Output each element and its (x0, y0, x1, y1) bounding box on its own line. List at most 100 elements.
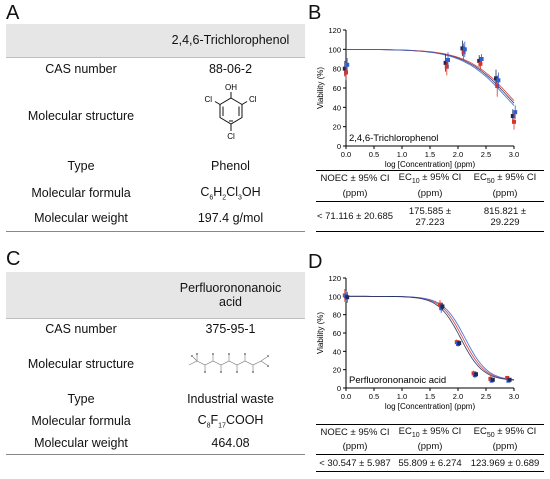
x-tick-label: 0.0 (341, 150, 351, 159)
y-tick-label: 0 (337, 142, 341, 151)
data-point (479, 57, 484, 61)
type-label: Type (67, 392, 95, 406)
data-point (513, 110, 518, 115)
x-tick-label: 0.5 (369, 150, 379, 159)
cas-value: 88-06-2 (208, 62, 253, 77)
unit-label: (ppm) (492, 441, 518, 453)
fit-curve (346, 295, 515, 381)
y-tick-label: 80 (333, 65, 341, 74)
x-tick-label: 2.0 (453, 392, 463, 401)
weight-label: Molecular weight (6, 432, 156, 455)
formula-label: Molecular formula (31, 414, 131, 428)
weight-label: Molecular weight (6, 205, 156, 232)
fit-curve (346, 48, 515, 102)
ec10-header: EC10 ± 95% CI (394, 170, 466, 186)
y-tick-label: 120 (328, 26, 341, 35)
molecular-structure (156, 340, 305, 388)
noec-value: < 30.547 ± 5.987 (316, 454, 394, 472)
y-tick-label: 120 (328, 274, 341, 283)
data-point (494, 76, 498, 81)
formula-value: C6H2Cl3OH (200, 184, 261, 202)
type-value: Phenol (211, 158, 250, 173)
ec10-value: 175.585 ±27.223 (394, 201, 466, 232)
data-point (510, 114, 515, 119)
data-point (345, 62, 350, 67)
y-tick-label: 40 (333, 103, 341, 112)
y-axis-label: Viability (%) (316, 67, 325, 109)
x-tick-label: 2.5 (481, 150, 491, 159)
results-table-d: NOEC ± 95% CI EC10 ± 95% CI EC50 ± 95% C… (316, 424, 544, 472)
x-tick-label: 2.0 (453, 150, 463, 159)
molecular-structure: OH Cl Cl Cl (156, 81, 305, 150)
ec50-value: 123.969 ± 0.689 (466, 454, 544, 472)
pfna-structure (188, 352, 269, 373)
cas-label: CAS number (45, 62, 117, 77)
y-tick-label: 100 (328, 45, 341, 54)
cl-right-atom: Cl (249, 95, 257, 104)
data-point (345, 295, 350, 300)
compound-annotation: 2,4,6-Trichlorophenol (349, 133, 438, 144)
cas-value: 375-95-1 (205, 322, 256, 337)
compound-name: Perfluorononanoic acid (156, 272, 305, 319)
cl-bottom-atom: Cl (227, 132, 235, 141)
x-tick-label: 1.0 (397, 150, 407, 159)
data-point (446, 57, 450, 62)
x-tick-label: 3.0 (509, 150, 519, 159)
ec10-value: 55.809 ± 6.274 (394, 454, 466, 472)
y-axis-label: Viability (%) (316, 312, 325, 354)
y-tick-label: 20 (333, 366, 341, 375)
data-point (478, 61, 483, 66)
data-point (495, 84, 500, 89)
cas-label: CAS number (45, 322, 117, 337)
data-point (457, 341, 462, 346)
trichlorophenol-structure: OH Cl Cl Cl (204, 83, 257, 141)
structure-label: Molecular structure (27, 108, 135, 123)
fit-curve (346, 48, 515, 106)
data-point (512, 119, 516, 124)
structure-label: Molecular structure (27, 357, 135, 371)
y-tick-label: 60 (333, 84, 341, 93)
x-axis-label: log [Concentration] (ppm) (385, 402, 476, 411)
type-value: Industrial waste (187, 392, 274, 406)
noec-value: < 71.116 ± 20.685 (316, 201, 394, 232)
y-tick-label: 40 (333, 347, 341, 356)
formula-value: C8F17COOH (197, 412, 264, 430)
x-tick-label: 2.5 (481, 392, 491, 401)
data-point (444, 64, 449, 69)
data-point (496, 78, 501, 83)
x-tick-label: 0.5 (369, 392, 379, 401)
results-table-b: NOEC ± 95% CI EC10 ± 95% CI EC50 ± 95% C… (316, 170, 544, 232)
dose-response-chart-d: 0 20 40 60 80 100 120 0.0 0.5 1.0 1.5 2.0 2.5 3.0 log … (316, 274, 519, 411)
panel-label-a: A (6, 2, 20, 24)
ec50-header: EC50 ± 95% CI (466, 170, 544, 186)
data-point (474, 372, 478, 377)
data-point (440, 304, 445, 309)
ec10-header: EC10 ± 95% CI (394, 424, 466, 440)
unit-label: (ppm) (492, 187, 518, 199)
panel-label-c: C (6, 248, 21, 270)
data-point (342, 66, 347, 71)
y-tick-label: 100 (328, 292, 341, 301)
compound-annotation: Perfluorononanoic acid (349, 375, 446, 386)
x-tick-label: 0.0 (341, 392, 351, 401)
y-tick-label: 80 (333, 311, 341, 320)
oh-atom: OH (225, 83, 237, 92)
cl-left-atom: Cl (204, 95, 212, 104)
data-point (490, 377, 495, 382)
dose-response-chart-b: 0 20 40 60 80 100 120 0.0 0.5 1.0 1.5 2.0 2.5 3.0 log … (316, 26, 519, 169)
unit-label: (ppm) (417, 187, 443, 199)
data-point (505, 375, 510, 380)
data-point (507, 377, 512, 382)
property-table-c: Perfluorononanoic acid CAS number 375-95-… (6, 272, 305, 455)
data-point (462, 47, 467, 52)
property-table-a: 2,4,6-Trichlorophenol CAS number 88-06-2… (6, 24, 305, 232)
data-point (460, 46, 465, 51)
unit-label: (ppm) (417, 441, 443, 453)
unit-label: (ppm) (342, 441, 368, 453)
x-tick-label: 3.0 (509, 392, 519, 401)
data-point (461, 50, 466, 55)
y-tick-label: 0 (337, 384, 341, 393)
weight-value: 197.4 g/mol (156, 205, 305, 232)
noec-header: NOEC ± 95% CI (316, 424, 394, 440)
fit-curve (346, 295, 515, 381)
